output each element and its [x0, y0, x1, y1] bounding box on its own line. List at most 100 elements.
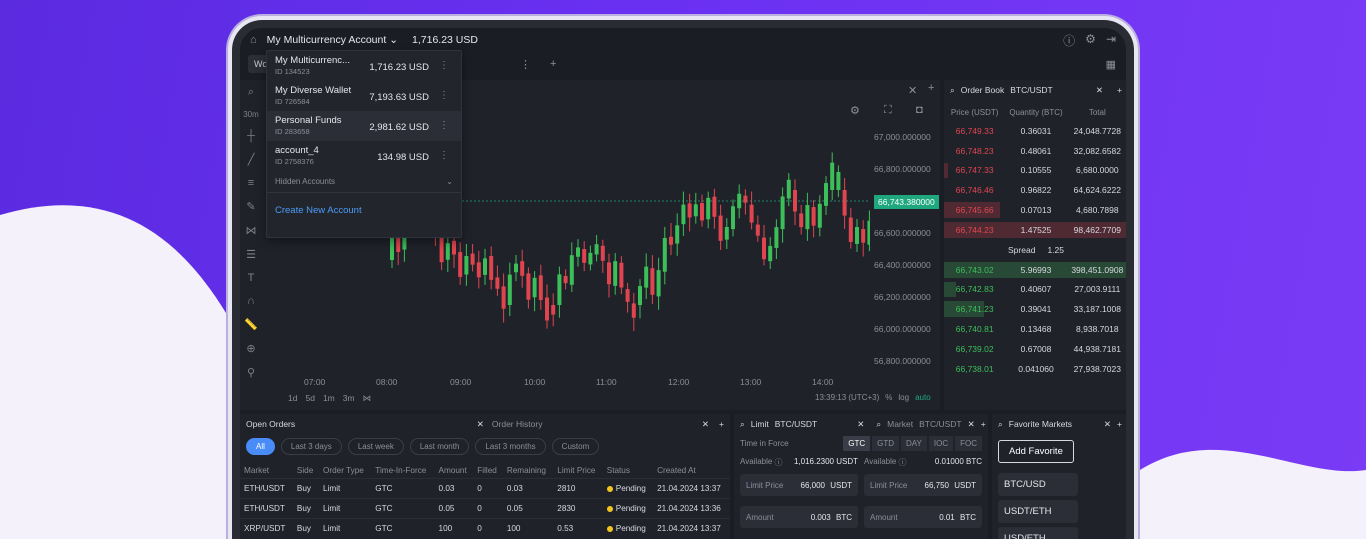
lock-icon[interactable]: ⚲ [246, 367, 256, 379]
close-icon[interactable]: ✕ [1095, 84, 1104, 95]
candle-body[interactable] [520, 261, 525, 276]
close-icon[interactable]: ✕ [1103, 418, 1112, 429]
tif-option[interactable]: GTD [872, 436, 900, 451]
candle-body[interactable] [774, 227, 779, 248]
candle-body[interactable] [811, 207, 816, 226]
tab-open-orders[interactable]: Open Orders [246, 419, 296, 429]
candle-body[interactable] [768, 245, 773, 262]
scale-auto[interactable]: auto [915, 393, 931, 402]
camera-icon[interactable]: ◘ [916, 104, 923, 116]
candle-body[interactable] [588, 252, 593, 265]
amount-input-buy[interactable]: Amount 0.003 BTC [740, 506, 858, 528]
more-icon[interactable]: ⋮ [520, 58, 531, 71]
search-icon[interactable]: ⌕ [740, 418, 745, 429]
ask-row[interactable]: 66,747.33 0.10555 6,680.0000 [944, 161, 1126, 181]
orders-col-header[interactable]: Side [296, 466, 314, 475]
ask-row[interactable]: 66,745.66 0.07013 4,680.7898 [944, 200, 1126, 220]
settings-icon[interactable]: ⚙ [850, 105, 860, 117]
orders-col-header[interactable]: Market [244, 466, 270, 475]
candle-body[interactable] [737, 193, 742, 209]
candle-body[interactable] [445, 243, 450, 260]
zoom-icon[interactable]: ⊕ [246, 343, 256, 355]
candle-body[interactable] [551, 305, 556, 315]
candle-body[interactable] [675, 225, 680, 244]
tab-order-history[interactable]: Order History [491, 419, 543, 429]
info-icon[interactable]: ⓘ [1063, 33, 1076, 48]
candle-body[interactable] [650, 268, 655, 295]
candle-body[interactable] [476, 262, 481, 278]
crosshair-icon[interactable]: ┼ [247, 130, 255, 142]
candle-body[interactable] [495, 277, 500, 289]
bid-row[interactable]: 66,739.02 0.67008 44,938.7181 [944, 339, 1126, 359]
candle-body[interactable] [718, 215, 723, 241]
ruler-icon[interactable]: 📏 [244, 319, 258, 331]
candle-body[interactable] [743, 195, 748, 203]
candle-body[interactable] [526, 273, 531, 300]
candle-body[interactable] [557, 274, 562, 305]
ask-row[interactable]: 66,744.23 1.47525 98,462.7709 [944, 220, 1126, 240]
more-icon[interactable]: ⋮ [439, 120, 449, 131]
filter-chip[interactable]: Last month [409, 438, 470, 455]
candle-body[interactable] [569, 255, 574, 285]
candle-body[interactable] [545, 297, 549, 321]
candle-body[interactable] [700, 203, 704, 221]
ask-row[interactable]: 66,746.46 0.96822 64,624.6222 [944, 180, 1126, 200]
bid-row[interactable]: 66,738.01 0.041060 27,938.7023 [944, 359, 1126, 379]
favorite-item[interactable]: USD/ETH [998, 527, 1078, 539]
close-icon[interactable]: ✕ [857, 418, 865, 429]
text-icon[interactable]: T [247, 272, 255, 284]
timeframe[interactable]: 30m [243, 110, 259, 119]
limit-price-input-buy[interactable]: Limit Price 66,000 USDT [740, 474, 858, 496]
candle-body[interactable] [396, 235, 401, 252]
candle-body[interactable] [514, 263, 518, 273]
candle-body[interactable] [532, 277, 537, 298]
candle-body[interactable] [805, 205, 810, 230]
bid-row[interactable]: 66,740.81 0.13468 8,938.7018 [944, 319, 1126, 339]
candle-body[interactable] [507, 274, 512, 305]
candle-body[interactable] [867, 220, 870, 245]
filter-chip[interactable]: All [246, 438, 275, 455]
add-icon[interactable]: + [928, 82, 935, 94]
candle-body[interactable] [576, 247, 580, 257]
fullscreen-icon[interactable]: ⛶ [884, 104, 892, 116]
candle-body[interactable] [538, 275, 543, 300]
candle-body[interactable] [706, 197, 711, 220]
candle-body[interactable] [848, 217, 853, 242]
candle-body[interactable] [855, 226, 859, 244]
range-5d[interactable]: 5d [305, 393, 315, 403]
more-icon[interactable]: ⋮ [439, 60, 449, 71]
table-row[interactable]: XRP/USDT Buy Limit GTC 100 0 100 0.53 Pending 21.… [240, 518, 730, 538]
account-item[interactable]: account_4 ID 2758376 134.98 USD ⋮ [267, 141, 461, 171]
candle-body[interactable] [607, 262, 611, 285]
hidden-accounts-toggle[interactable]: Hidden Accounts ⌄ [267, 171, 461, 193]
bid-row[interactable]: 66,743.02 5.96993 398,451.0908 [944, 260, 1126, 280]
candle-body[interactable] [656, 270, 661, 297]
home-icon[interactable]: ⌂ [250, 34, 257, 46]
candle-body[interactable] [625, 289, 630, 302]
tif-option[interactable]: IOC [928, 436, 954, 451]
amount-input-sell[interactable]: Amount 0.01 BTC [864, 506, 982, 528]
logout-icon[interactable]: ⇥ [1105, 31, 1116, 46]
add-icon[interactable]: + [719, 419, 724, 429]
filter-chip[interactable]: Last 3 months [475, 438, 546, 455]
order-book-pair[interactable]: BTC/USDT [1010, 85, 1053, 95]
orders-col-header[interactable]: Limit Price [557, 466, 596, 475]
close-icon[interactable]: ✕ [967, 418, 975, 429]
search-icon[interactable]: ⌕ [247, 86, 255, 98]
search-icon[interactable]: ⌕ [998, 418, 1003, 429]
filter-chip[interactable]: Last week [347, 438, 404, 455]
tif-option[interactable]: FOC [955, 436, 982, 451]
candle-body[interactable] [464, 256, 469, 275]
candle-body[interactable] [836, 172, 841, 190]
close-icon[interactable]: ✕ [476, 418, 484, 429]
orders-col-header[interactable]: Amount [438, 466, 467, 475]
candle-body[interactable] [402, 230, 407, 250]
table-row[interactable]: ETH/USDT Buy Limit GTC 0.05 0 0.05 2830 Pending 2… [240, 498, 730, 519]
orders-col-header[interactable]: Order Type [323, 466, 364, 475]
account-item[interactable]: My Diverse Wallet ID 726584 7,193.63 USD… [267, 81, 461, 111]
orders-col-header[interactable]: Status [606, 466, 630, 475]
favorite-item[interactable]: BTC/USD [998, 473, 1078, 496]
range-1d[interactable]: 1d [288, 393, 298, 403]
candle-body[interactable] [483, 258, 487, 275]
candle-body[interactable] [594, 244, 599, 255]
